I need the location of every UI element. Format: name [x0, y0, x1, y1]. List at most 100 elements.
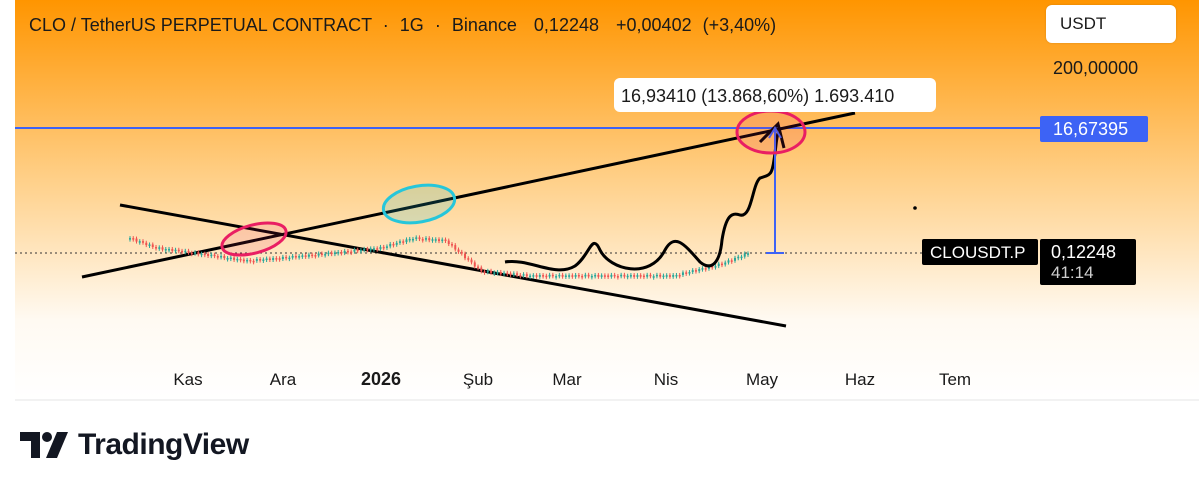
candle	[421, 239, 424, 241]
highlight-ellipse-pink-2	[735, 109, 807, 155]
candle	[564, 275, 567, 277]
candle	[337, 252, 340, 254]
candle	[678, 274, 681, 277]
candle	[535, 275, 538, 277]
legend-exchange: Binance	[452, 15, 517, 35]
candle	[538, 275, 541, 277]
candle	[385, 246, 388, 248]
chart-background	[15, 0, 1199, 400]
candle	[516, 273, 519, 275]
candle	[519, 274, 522, 277]
candle	[265, 258, 268, 261]
candle	[542, 275, 545, 277]
candle	[216, 256, 219, 258]
x-tick-mar: Mar	[552, 370, 582, 389]
candle	[454, 245, 457, 250]
candle	[135, 238, 138, 242]
candle	[164, 248, 167, 251]
candle	[525, 274, 528, 277]
candle	[379, 246, 382, 250]
candle	[587, 274, 590, 277]
candle	[142, 241, 145, 243]
candle	[190, 252, 193, 255]
candle	[675, 274, 678, 277]
candle	[285, 256, 288, 259]
candle	[464, 253, 467, 259]
candle	[255, 259, 258, 261]
candle	[655, 274, 658, 277]
candle	[727, 260, 730, 263]
candle	[138, 241, 141, 243]
candle	[486, 270, 489, 273]
candle	[350, 251, 353, 254]
projection-path	[504, 132, 780, 272]
candle	[610, 274, 613, 277]
candle	[132, 238, 135, 240]
candle	[314, 255, 317, 257]
candle	[506, 272, 509, 275]
trendline-falling	[119, 203, 787, 328]
candle	[129, 238, 131, 240]
candle	[480, 267, 483, 272]
candle	[590, 275, 593, 278]
candle	[460, 251, 463, 254]
candle	[181, 250, 184, 253]
candle	[665, 275, 668, 277]
candle	[724, 262, 727, 265]
candle	[581, 275, 584, 278]
candle	[389, 243, 392, 247]
candle	[740, 256, 743, 259]
candle	[561, 274, 564, 277]
tradingview-logo-text: TradingView	[78, 428, 249, 461]
candle	[529, 275, 532, 278]
candle	[685, 272, 688, 274]
candle	[317, 253, 320, 256]
candle	[607, 275, 610, 277]
measure-tooltip-text: 16,93410 (13.868,60%) 1.693.410	[621, 86, 894, 106]
legend-sep-2: ·	[435, 15, 441, 35]
candle	[148, 244, 151, 246]
candle	[220, 255, 223, 258]
candle	[698, 269, 701, 272]
candle	[626, 275, 629, 278]
candle	[496, 271, 499, 274]
candle	[681, 272, 684, 275]
candle	[200, 253, 203, 256]
candle	[259, 259, 262, 261]
candle	[555, 276, 558, 278]
candle	[246, 259, 249, 262]
candle	[613, 274, 616, 277]
candle	[213, 254, 216, 257]
candle	[737, 256, 740, 259]
candle	[324, 254, 327, 256]
highlight-ellipse-pink-1	[220, 221, 288, 257]
candle	[145, 242, 148, 246]
tradingview-logo-icon	[20, 432, 68, 458]
candle	[275, 258, 278, 260]
legend-change: +0,00402	[616, 15, 692, 35]
candlestick-series	[129, 235, 749, 280]
candle	[320, 253, 323, 255]
candle	[418, 237, 421, 240]
candle	[717, 263, 720, 267]
candle	[242, 259, 245, 262]
candle	[333, 252, 336, 255]
candle	[197, 252, 200, 255]
candle	[239, 258, 242, 261]
candle	[252, 260, 255, 263]
candle	[431, 239, 434, 241]
candle	[577, 274, 580, 277]
currency-button[interactable]: USDT	[1046, 5, 1176, 43]
chart-dot	[913, 206, 917, 210]
candle	[298, 256, 301, 258]
candle	[158, 247, 161, 249]
candle	[168, 248, 171, 251]
candle	[730, 260, 733, 262]
candle	[294, 255, 297, 258]
candle	[688, 272, 691, 274]
candle	[249, 259, 252, 262]
x-tick-ara: Ara	[270, 370, 297, 389]
candle	[548, 274, 551, 277]
candle	[477, 266, 480, 269]
candle	[499, 271, 502, 275]
